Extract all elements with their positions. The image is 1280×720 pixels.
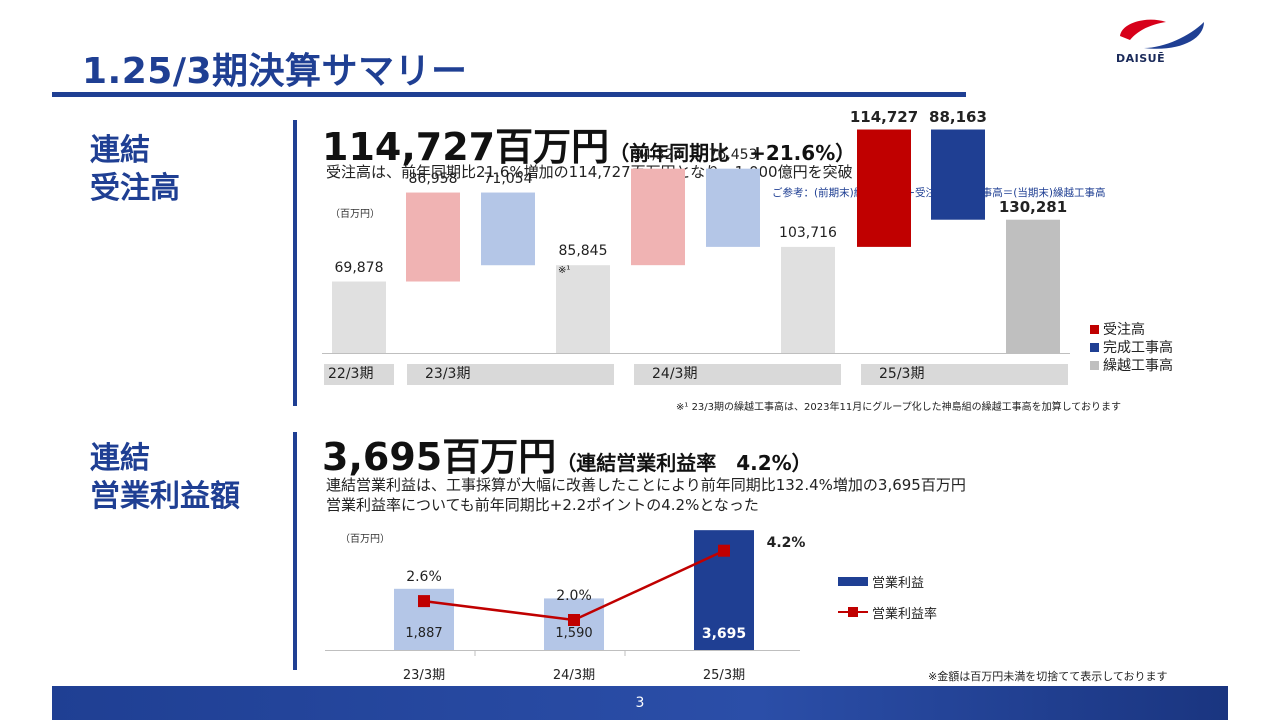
legend-label: 受注高 bbox=[1103, 322, 1145, 338]
profit-bar bbox=[544, 598, 604, 650]
waterfall-bar bbox=[631, 168, 685, 266]
legend-item-profit: 営業利益 bbox=[838, 572, 937, 591]
legend-item-completed: 完成工事高 bbox=[1090, 338, 1173, 356]
waterfall-bar bbox=[406, 192, 460, 282]
section-label-orders: 連結 受注高 bbox=[90, 132, 180, 208]
legend-swatch-bar bbox=[838, 576, 868, 586]
profit-description-line1: 連結営業利益は、工事採算が大幅に改善したことにより前年同期比132.4%増加の3… bbox=[326, 476, 966, 494]
profit-bar-value: 1,887 bbox=[405, 626, 443, 641]
legend-swatch-gray bbox=[1090, 360, 1099, 370]
section-divider-profit bbox=[293, 432, 297, 670]
logo-red-swoosh bbox=[1120, 19, 1166, 40]
footer-bar: 3 bbox=[52, 686, 1228, 720]
period-label-24: 24/3期 bbox=[634, 364, 841, 385]
rate-marker bbox=[568, 614, 580, 626]
waterfall-value-label: 130,281 bbox=[998, 197, 1068, 216]
orders-note-mark: ※¹ bbox=[558, 265, 571, 276]
waterfall-bar bbox=[332, 281, 386, 353]
rate-marker bbox=[718, 544, 730, 557]
profit-x-label: 24/3期 bbox=[552, 668, 596, 683]
profit-x-label: 25/3期 bbox=[702, 668, 746, 683]
legend-item-backlog: 繰越工事高 bbox=[1090, 356, 1173, 374]
rate-marker bbox=[418, 595, 430, 608]
period-label-22: 22/3期 bbox=[324, 364, 394, 385]
profit-footnote: ※金額は百万円未満を切捨てて表示しております bbox=[928, 670, 1168, 683]
profit-x-label: 23/3期 bbox=[402, 668, 446, 683]
logo-blue-swoosh bbox=[1144, 22, 1204, 49]
rate-value-label: 2.6% bbox=[406, 569, 442, 586]
rate-value-label: 4.2% bbox=[766, 534, 806, 551]
legend-label: 営業利益率 bbox=[872, 606, 938, 622]
rate-value-label: 2.0% bbox=[556, 588, 592, 604]
waterfall-value-label: 85,845 bbox=[558, 243, 608, 260]
waterfall-bar bbox=[481, 192, 535, 266]
legend-label: 繰越工事高 bbox=[1103, 358, 1173, 374]
orders-headline-sub: （前年同期比 +21.6%） bbox=[609, 141, 856, 165]
profit-legend: 営業利益 営業利益率 bbox=[838, 572, 938, 622]
section-label-line2: 営業利益額 bbox=[90, 479, 240, 514]
section-label-line1: 連結 bbox=[90, 133, 150, 168]
section-label-line2: 受注高 bbox=[90, 171, 180, 206]
waterfall-value-label: 103,716 bbox=[779, 224, 837, 241]
legend-item-orders: 受注高 bbox=[1090, 320, 1173, 338]
waterfall-bar bbox=[1006, 219, 1060, 353]
legend-label: 営業利益 bbox=[872, 575, 925, 591]
waterfall-value-label: 69,878 bbox=[334, 259, 384, 276]
legend-swatch-red bbox=[1090, 324, 1099, 334]
orders-headline-value: 114,727百万円 bbox=[322, 125, 610, 169]
profit-bar-value: 3,695 bbox=[701, 626, 747, 642]
period-label-25: 25/3期 bbox=[861, 364, 1068, 385]
waterfall-value-label: 114,727 bbox=[849, 107, 919, 126]
section-divider-orders bbox=[293, 120, 297, 406]
page-title: 1.25/3期決算サマリー bbox=[82, 51, 468, 92]
legend-item-rate: 営業利益率 bbox=[838, 603, 938, 622]
company-logo bbox=[1120, 19, 1204, 49]
legend-swatch-line bbox=[838, 607, 868, 617]
period-label-23: 23/3期 bbox=[407, 364, 614, 385]
legend-label: 完成工事高 bbox=[1103, 340, 1173, 356]
waterfall-bar bbox=[781, 246, 835, 353]
waterfall-bar bbox=[931, 129, 985, 220]
waterfall-value-label: 88,163 bbox=[929, 107, 987, 126]
waterfall-value-label: 94,324 bbox=[633, 146, 683, 163]
orders-unit-label: （百万円） bbox=[330, 209, 380, 220]
page-number: 3 bbox=[635, 695, 645, 711]
profit-bar-value: 1,590 bbox=[555, 626, 593, 641]
profit-headline-sub: （連結営業利益率 4.2%） bbox=[556, 451, 812, 475]
profit-description-line2: 営業利益率についても前年同期比+2.2ポイントの4.2%となった bbox=[326, 496, 759, 514]
section-label-profit: 連結 営業利益額 bbox=[90, 440, 240, 516]
waterfall-value-label: 71,054 bbox=[483, 170, 533, 187]
waterfall-bar bbox=[556, 265, 610, 353]
legend-swatch-blue bbox=[1090, 342, 1099, 352]
profit-unit-label: （百万円） bbox=[340, 534, 390, 545]
rate-line bbox=[423, 549, 725, 622]
waterfall-value-label: 86,958 bbox=[408, 170, 458, 187]
waterfall-value-label: 76,453 bbox=[708, 146, 758, 163]
title-underline bbox=[52, 92, 966, 97]
profit-headline: 3,695百万円（連結営業利益率 4.2%） bbox=[322, 426, 812, 481]
orders-legend: 受注高 完成工事高 繰越工事高 bbox=[1090, 320, 1173, 374]
profit-headline-value: 3,695百万円 bbox=[322, 435, 557, 479]
section-label-line1: 連結 bbox=[90, 441, 150, 476]
orders-headline: 114,727百万円（前年同期比 +21.6%） bbox=[322, 116, 855, 171]
orders-footnote: ※¹ 23/3期の繰越工事高は、2023年11月にグループ化した神島組の繰越工事… bbox=[676, 402, 1121, 413]
logo-text: DAISUĒ bbox=[1116, 52, 1166, 65]
